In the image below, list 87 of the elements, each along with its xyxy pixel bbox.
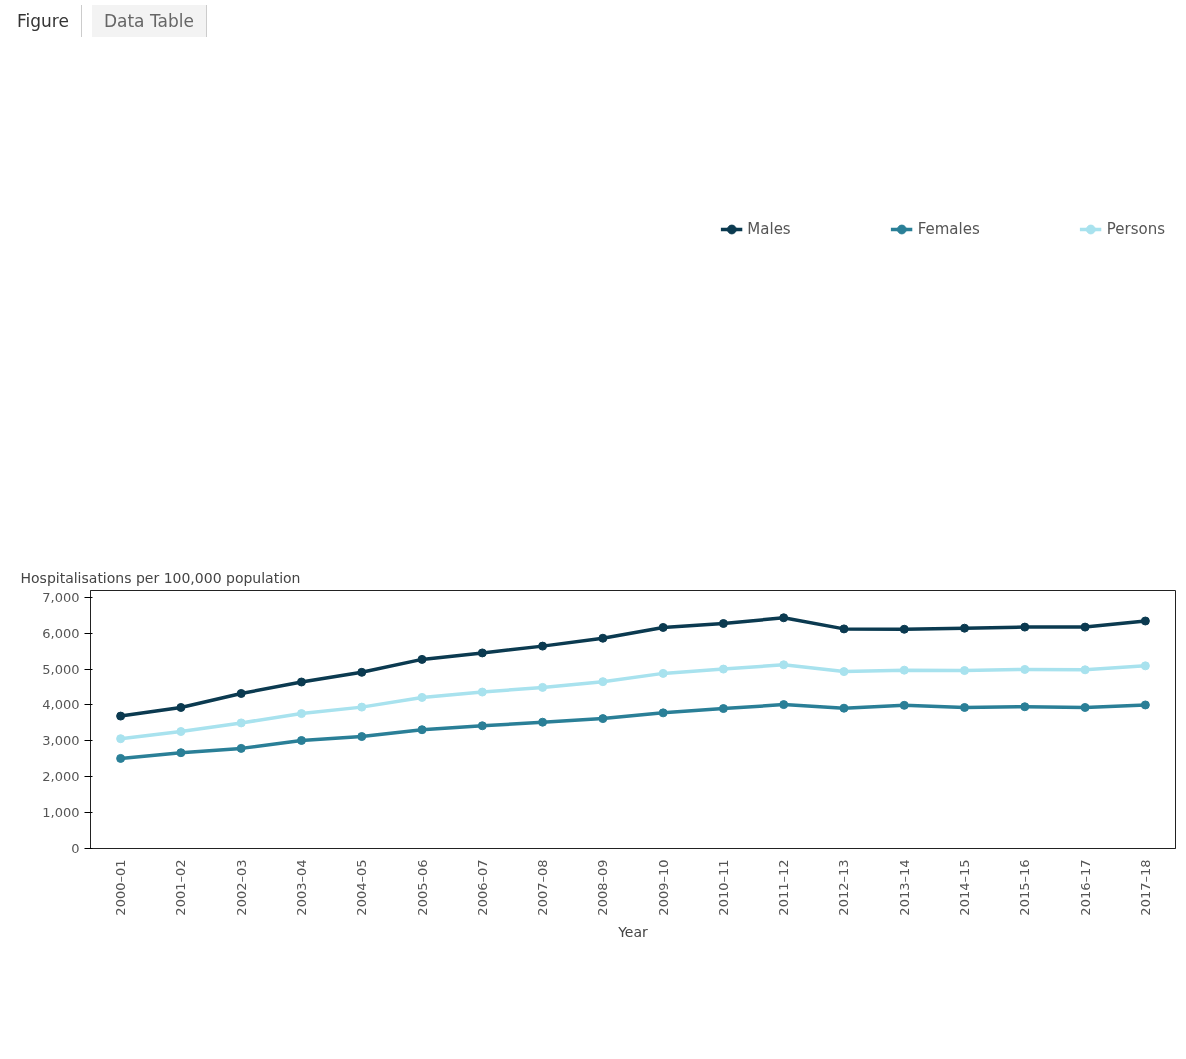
x-tick-label: 2016–17 [1077, 859, 1093, 916]
point [417, 693, 427, 703]
x-tick-label: 2006–07 [474, 859, 490, 916]
point [779, 660, 789, 670]
y-tick-label: 5,000 [42, 661, 80, 677]
point [1140, 661, 1150, 671]
x-tick-label: 2005–06 [414, 859, 430, 916]
point [598, 634, 608, 643]
point [839, 667, 849, 677]
point [839, 703, 849, 713]
point [417, 725, 427, 735]
point [176, 703, 186, 713]
legend-label: Persons [1106, 220, 1165, 239]
point [658, 708, 668, 718]
text: Data Table [103, 10, 194, 33]
x-axis-title: Year [617, 923, 649, 940]
x-tick-label: 2000–01 [113, 859, 129, 916]
point [477, 721, 487, 731]
point [116, 711, 126, 721]
point [176, 748, 186, 758]
y-tick-label: 4,000 [42, 697, 80, 713]
x-tick-label: 2010–11 [715, 859, 731, 916]
point [296, 709, 306, 719]
point [296, 736, 306, 746]
point [296, 677, 306, 687]
x-tick-label: 2004–05 [354, 859, 370, 916]
point [899, 625, 909, 635]
x-tick-label: 2015–16 [1017, 859, 1033, 916]
legend-label: Males [747, 220, 791, 239]
point [417, 655, 427, 665]
point [357, 702, 367, 712]
point [538, 717, 548, 727]
point [1020, 702, 1030, 712]
point [176, 727, 186, 737]
point [116, 734, 126, 744]
point [357, 732, 367, 742]
point [1080, 665, 1090, 675]
point [718, 704, 728, 714]
point [960, 623, 970, 633]
point [839, 624, 849, 634]
point [236, 718, 246, 728]
y-axis-title: Hospitalisations per 100,000 population [20, 569, 301, 586]
x-tick-label: 2009–10 [655, 859, 671, 916]
y-tick-label: 2,000 [42, 769, 80, 785]
point [116, 754, 126, 764]
point [477, 648, 487, 658]
y-tick-label: 3,000 [42, 733, 80, 749]
point [899, 665, 909, 675]
x-tick-label: 2017–18 [1137, 859, 1153, 916]
point [357, 668, 367, 678]
point [477, 687, 487, 697]
x-tick-label: 2002–03 [233, 859, 249, 916]
point [658, 669, 668, 679]
point [718, 664, 728, 674]
point [1140, 700, 1150, 710]
y-tick-label: 1,000 [42, 805, 80, 821]
point [236, 689, 246, 699]
point [960, 703, 970, 713]
x-tick-label: 2008–09 [595, 859, 611, 916]
point [598, 677, 608, 687]
x-tick-label: 2013–14 [896, 859, 912, 916]
point [779, 613, 789, 623]
point [1080, 622, 1090, 632]
legend-label: Females [917, 220, 980, 239]
y-tick-label: 0 [71, 841, 80, 857]
point [1140, 616, 1150, 626]
x-tick-label: 2007–08 [535, 859, 551, 916]
point [658, 623, 668, 633]
x-tick-label: 2011–12 [776, 859, 792, 916]
x-tick-label: 2001–02 [173, 859, 189, 916]
x-tick-label: 2014–15 [957, 859, 973, 916]
point [899, 701, 909, 711]
point [779, 700, 789, 710]
point [538, 641, 548, 651]
point [538, 683, 548, 693]
point [598, 714, 608, 724]
y-tick-label: 7,000 [42, 590, 80, 606]
y-tick-label: 6,000 [42, 625, 80, 641]
x-tick-label: 2003–04 [293, 859, 309, 916]
point [718, 619, 728, 629]
point [236, 744, 246, 754]
point [1020, 665, 1030, 675]
point [1080, 703, 1090, 713]
text: Figure [17, 10, 69, 33]
x-tick-label: 2012–13 [836, 859, 852, 916]
point [1020, 622, 1030, 632]
point [960, 666, 970, 676]
